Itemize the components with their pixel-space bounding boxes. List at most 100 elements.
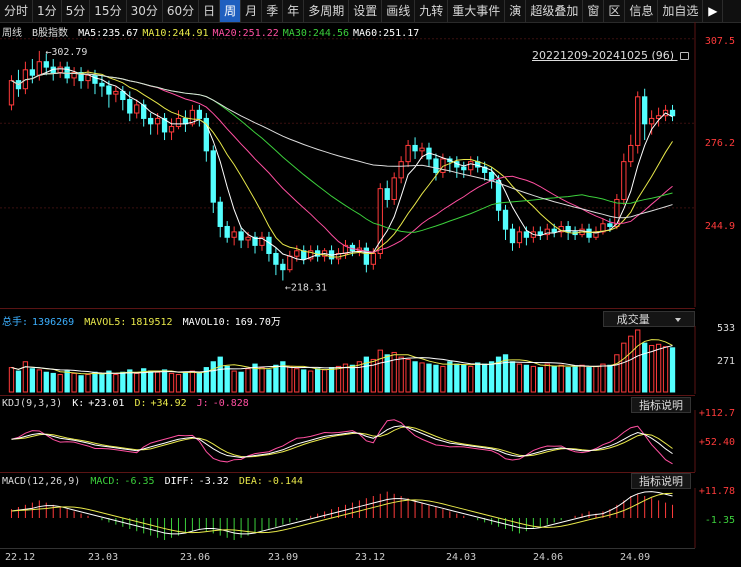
toolbar-item-16[interactable]: 演	[505, 0, 527, 22]
kdj-title: KDJ(9,3,3)	[2, 398, 63, 409]
volume-select-label: 成交量	[616, 313, 650, 326]
candle	[29, 59, 36, 84]
toolbar-item-8[interactable]: 月	[241, 0, 263, 22]
volume-bar	[509, 361, 516, 393]
volume-bar	[419, 362, 425, 393]
toolbar-item-10[interactable]: 年	[283, 0, 305, 22]
ma-value-2: 251.22	[242, 28, 279, 39]
candle	[147, 113, 154, 135]
volume-bar	[565, 367, 571, 393]
period-label: 周线	[2, 28, 22, 39]
volume-bar	[280, 361, 286, 393]
toolbar-item-3[interactable]: 15分	[90, 0, 127, 22]
toolbar-item-6[interactable]: 日	[199, 0, 221, 22]
kdj-help-button[interactable]: 指标说明	[631, 397, 691, 413]
candle	[342, 239, 349, 259]
volume-bar	[301, 369, 307, 393]
kdj-label-mid: +52.40	[698, 437, 735, 448]
pin-icon[interactable]: ▶	[703, 0, 724, 22]
toolbar-item-19[interactable]: 区	[604, 0, 626, 22]
candle	[655, 107, 662, 127]
diff-line	[11, 491, 673, 535]
candle	[509, 223, 516, 251]
volume-bar	[273, 364, 279, 393]
volume-bar	[29, 368, 36, 393]
ma-label-4: MA60:	[353, 28, 384, 39]
toolbar-item-17[interactable]: 超级叠加	[526, 0, 584, 22]
candlestick-chart[interactable]: ←302.79 ←218.31	[0, 22, 741, 307]
volume-bar	[85, 374, 91, 393]
volume-bar	[245, 368, 251, 393]
volume-bar	[607, 364, 613, 393]
ma20-line	[11, 72, 673, 253]
toolbar-item-7[interactable]: 周	[220, 0, 242, 22]
toolbar-item-12[interactable]: 设置	[349, 0, 383, 22]
date-label-2: 23.06	[180, 552, 211, 563]
volume-bar	[655, 343, 662, 393]
candle	[182, 110, 189, 132]
candle	[481, 161, 488, 181]
candle	[259, 231, 265, 251]
toolbar-item-1[interactable]: 1分	[33, 0, 62, 22]
candle	[356, 239, 363, 257]
candle	[475, 156, 481, 173]
volume-bar	[530, 365, 537, 393]
macd-label-high: +11.78	[698, 486, 735, 497]
volume-indicator-select[interactable]: 成交量	[603, 311, 695, 327]
volume-bar	[231, 370, 237, 393]
candle	[141, 99, 147, 127]
kdj-info-line: KDJ(9,3,3) K: +23.01 D: +34.92 J: -0.828	[2, 398, 253, 409]
kdj-label-high: +112.7	[698, 408, 735, 419]
kdj-chart[interactable]	[0, 410, 741, 472]
candle	[377, 183, 383, 259]
volume-bar	[475, 362, 481, 393]
candle	[189, 104, 196, 127]
candle	[64, 61, 70, 84]
toolbar-item-4[interactable]: 30分	[127, 0, 163, 22]
toolbar-item-5[interactable]: 60分	[163, 0, 200, 22]
volume-bar	[328, 367, 335, 393]
toolbar-item-0[interactable]: 分时	[0, 0, 34, 22]
volume-bar	[120, 371, 126, 393]
kdj-k-value: +23.01	[88, 398, 125, 409]
toolbar-item-15[interactable]: 重大事件	[448, 0, 506, 22]
candle	[22, 61, 29, 95]
macd-chart[interactable]	[0, 488, 741, 548]
toolbar-item-11[interactable]: 多周期	[304, 0, 350, 22]
volume-bar	[523, 364, 530, 393]
volume-bar	[15, 370, 22, 393]
dea-value: -0.144	[266, 476, 304, 487]
volume-bar	[537, 367, 543, 393]
ma60-line	[11, 72, 673, 219]
candle	[134, 99, 140, 119]
candle	[502, 204, 509, 240]
mavol5-value: 1819512	[130, 317, 173, 328]
volume-bar	[495, 356, 502, 393]
macd-help-button[interactable]: 指标说明	[631, 473, 691, 489]
volume-bar	[134, 372, 140, 393]
macd-label: MACD:	[90, 476, 121, 487]
kdj-j-label: J:	[196, 398, 209, 409]
toolbar-item-18[interactable]: 窗	[583, 0, 605, 22]
toolbar-item-13[interactable]: 画线	[382, 0, 416, 22]
volume-bar	[642, 342, 648, 393]
volume-bar	[321, 369, 328, 393]
diff-label: DIFF:	[164, 476, 195, 487]
toolbar-item-14[interactable]: 九转	[415, 0, 449, 22]
dea-line	[11, 492, 673, 534]
ma-label-3: MA30:	[282, 28, 313, 39]
ma-label-1: MA10:	[142, 28, 173, 39]
volume-bar	[502, 354, 509, 393]
volume-bar	[440, 365, 446, 393]
candle	[461, 161, 467, 178]
date-range-label[interactable]: 20221209-20241025 (96)	[532, 49, 689, 62]
volume-chart[interactable]	[0, 326, 741, 394]
date-label-4: 23.12	[355, 552, 386, 563]
toolbar-item-20[interactable]: 信息	[625, 0, 659, 22]
candle	[78, 67, 84, 89]
toolbar-item-21[interactable]: 加自选	[658, 0, 704, 22]
candle	[537, 226, 543, 240]
period-toolbar: 分时 1分 5分 15分 30分 60分日周月季年多周期 设置 画线 九转 重大事件演超级叠加窗区…	[0, 0, 741, 23]
toolbar-item-2[interactable]: 5分	[62, 0, 91, 22]
toolbar-item-9[interactable]: 季	[262, 0, 284, 22]
